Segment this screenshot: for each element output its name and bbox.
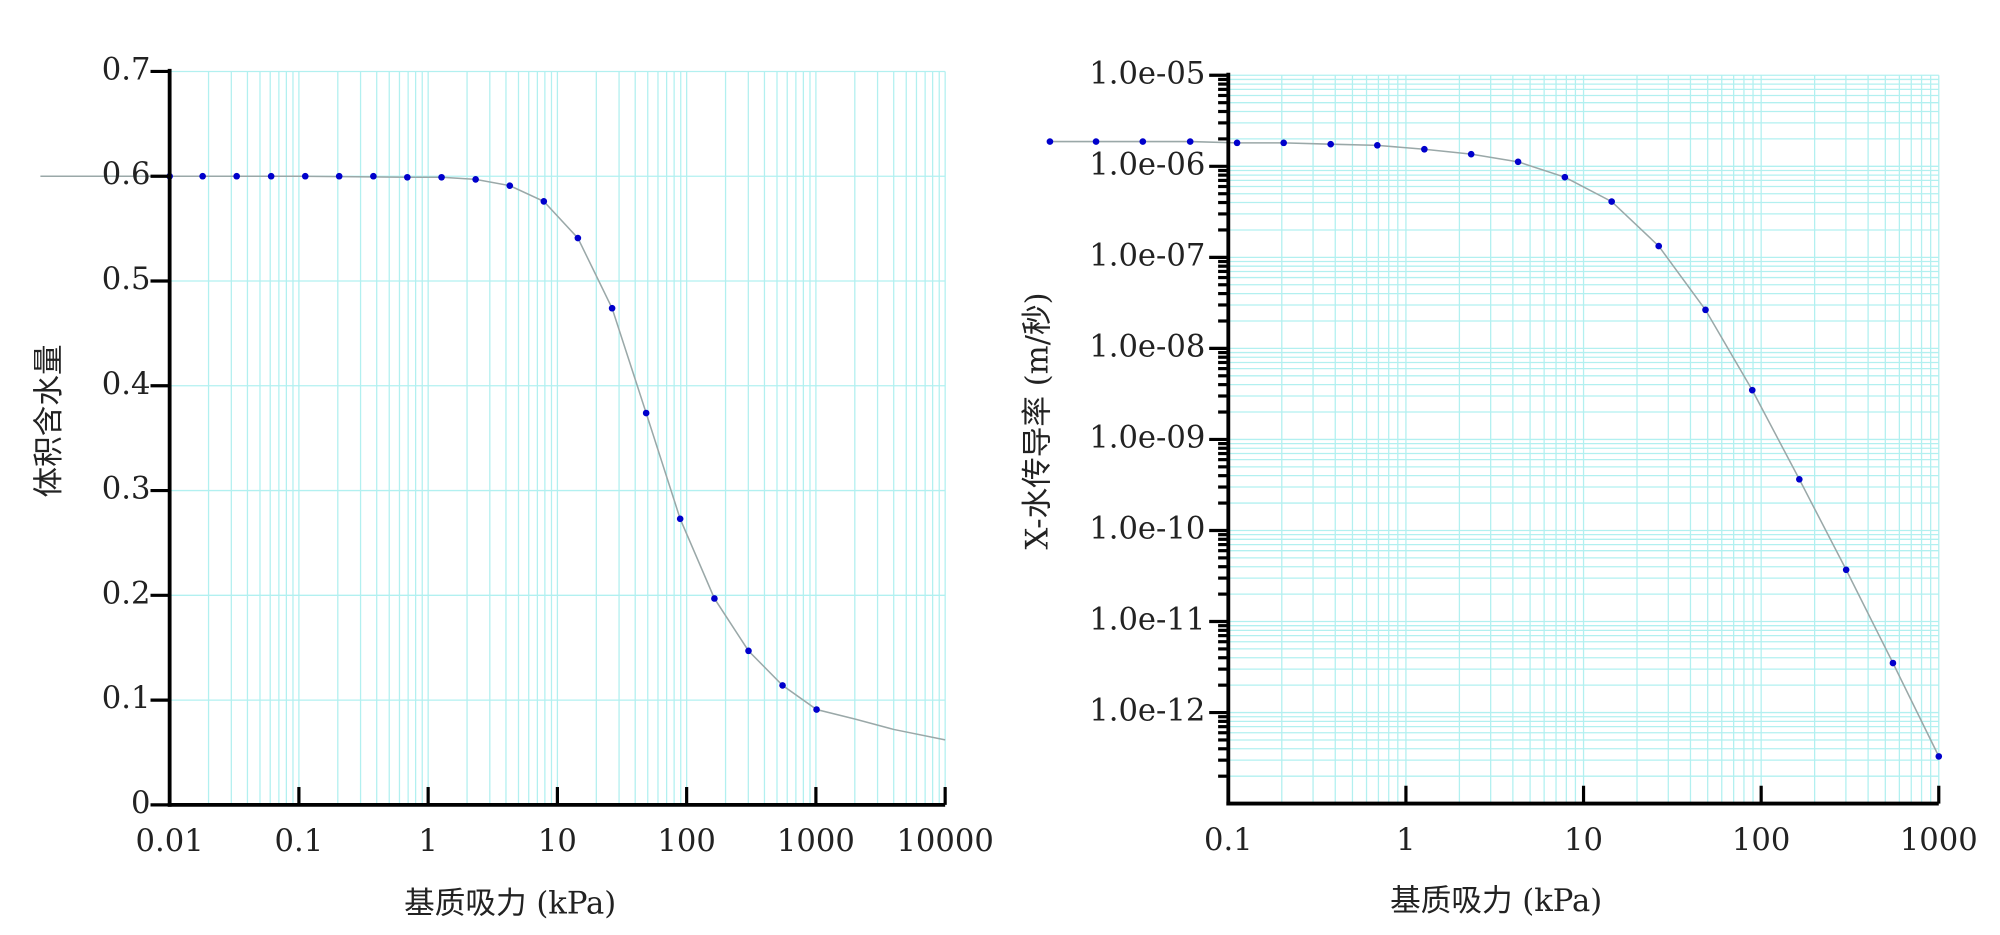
y-tick-label: 0.4 <box>102 367 151 402</box>
x-tick-label: 1 <box>1396 823 1415 858</box>
data-point <box>1935 753 1943 760</box>
data-point <box>608 304 616 312</box>
curve <box>1049 140 1940 757</box>
x-tick-label: 10 <box>538 824 577 859</box>
data-point <box>1327 140 1334 148</box>
data-point <box>711 595 718 602</box>
data-point <box>1467 150 1475 158</box>
data-point <box>745 647 752 655</box>
x-tick-label: 1000 <box>1900 823 1978 858</box>
data-point <box>1421 145 1428 153</box>
data-point <box>540 198 548 205</box>
data-point <box>370 172 377 180</box>
x-tick-label: 0.01 <box>136 824 204 859</box>
data-point <box>1842 566 1850 574</box>
data-point <box>1373 142 1381 149</box>
x-tick-label: 10 <box>1564 823 1603 858</box>
y-tick-label: 0.6 <box>102 157 151 192</box>
data-point <box>472 176 479 183</box>
y-tick-label: 1.0e-05 <box>1089 56 1205 91</box>
data-point <box>1748 386 1756 394</box>
y-tick-label: 1.0e-07 <box>1089 238 1205 273</box>
x-tick-label: 1 <box>418 824 437 859</box>
data-point <box>1561 173 1569 181</box>
data-point <box>1514 158 1522 166</box>
data-point <box>1655 242 1663 250</box>
data-point <box>813 706 820 713</box>
data-point <box>779 682 786 689</box>
data-point <box>335 172 343 180</box>
data-point <box>1046 138 1054 145</box>
data-point <box>642 409 650 417</box>
y-tick-label: 0 <box>131 786 150 821</box>
data-point <box>233 172 240 180</box>
x-tick-label: 100 <box>1732 823 1790 858</box>
data-point <box>301 172 309 180</box>
data-point <box>1280 139 1288 147</box>
data-point <box>1796 475 1803 483</box>
data-point <box>199 172 206 180</box>
x-tick-label: 10000 <box>896 824 993 859</box>
y-tick-label: 0.1 <box>102 681 151 716</box>
x-tick-label: 0.1 <box>275 824 324 859</box>
data-point <box>438 173 445 181</box>
y-axis-label: 体积含水量 <box>32 344 67 497</box>
data-point <box>574 234 582 242</box>
data-point <box>267 172 275 180</box>
data-point <box>1889 659 1897 667</box>
y-tick-label: 1.0e-12 <box>1089 694 1205 729</box>
data-point <box>506 182 514 189</box>
y-tick-label: 1.0e-09 <box>1089 420 1205 455</box>
y-tick-label: 0.3 <box>102 472 151 507</box>
x-axis-label: 基质吸力 (kPa) <box>404 887 616 922</box>
y-tick-label: 0.5 <box>102 262 151 297</box>
data-point <box>404 173 411 181</box>
data-point <box>1139 138 1147 145</box>
x-tick-label: 1000 <box>777 824 855 859</box>
x-axis-label: 基质吸力 (kPa) <box>1390 884 1602 919</box>
y-tick-label: 1.0e-11 <box>1089 603 1205 638</box>
data-point <box>1233 139 1241 147</box>
x-tick-label: 0.1 <box>1204 823 1253 858</box>
x-tick-label: 100 <box>657 824 715 859</box>
data-point <box>1608 198 1615 205</box>
y-tick-label: 1.0e-08 <box>1089 329 1205 364</box>
y-tick-label: 0.2 <box>102 576 151 611</box>
data-point <box>1186 138 1194 145</box>
data-point <box>1092 138 1100 145</box>
y-axis-label: X-水传导率 (m/秒) <box>1021 292 1056 549</box>
y-tick-label: 1.0e-10 <box>1089 511 1205 546</box>
y-tick-label: 0.7 <box>102 52 151 87</box>
data-point <box>1702 306 1709 314</box>
data-point <box>676 515 684 523</box>
y-tick-label: 1.0e-06 <box>1089 147 1205 182</box>
